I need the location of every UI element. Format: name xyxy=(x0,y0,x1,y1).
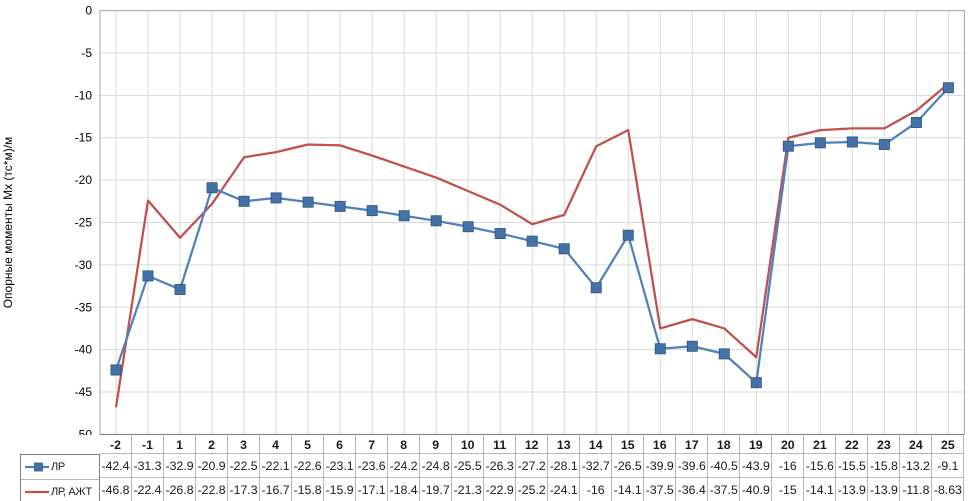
svg-text:-30: -30 xyxy=(75,258,93,272)
svg-text:Опорные моменты Мх (тс*м)/м: Опорные моменты Мх (тс*м)/м xyxy=(1,137,15,309)
svg-text:-20: -20 xyxy=(75,173,93,187)
svg-text:-15: -15 xyxy=(75,131,93,145)
svg-text:-35: -35 xyxy=(75,300,93,314)
svg-text:-40: -40 xyxy=(75,343,93,357)
svg-text:-10: -10 xyxy=(75,88,93,102)
svg-text:0: 0 xyxy=(85,4,92,18)
svg-text:-45: -45 xyxy=(75,385,93,399)
svg-text:-25: -25 xyxy=(75,216,93,230)
svg-text:-5: -5 xyxy=(81,46,92,60)
